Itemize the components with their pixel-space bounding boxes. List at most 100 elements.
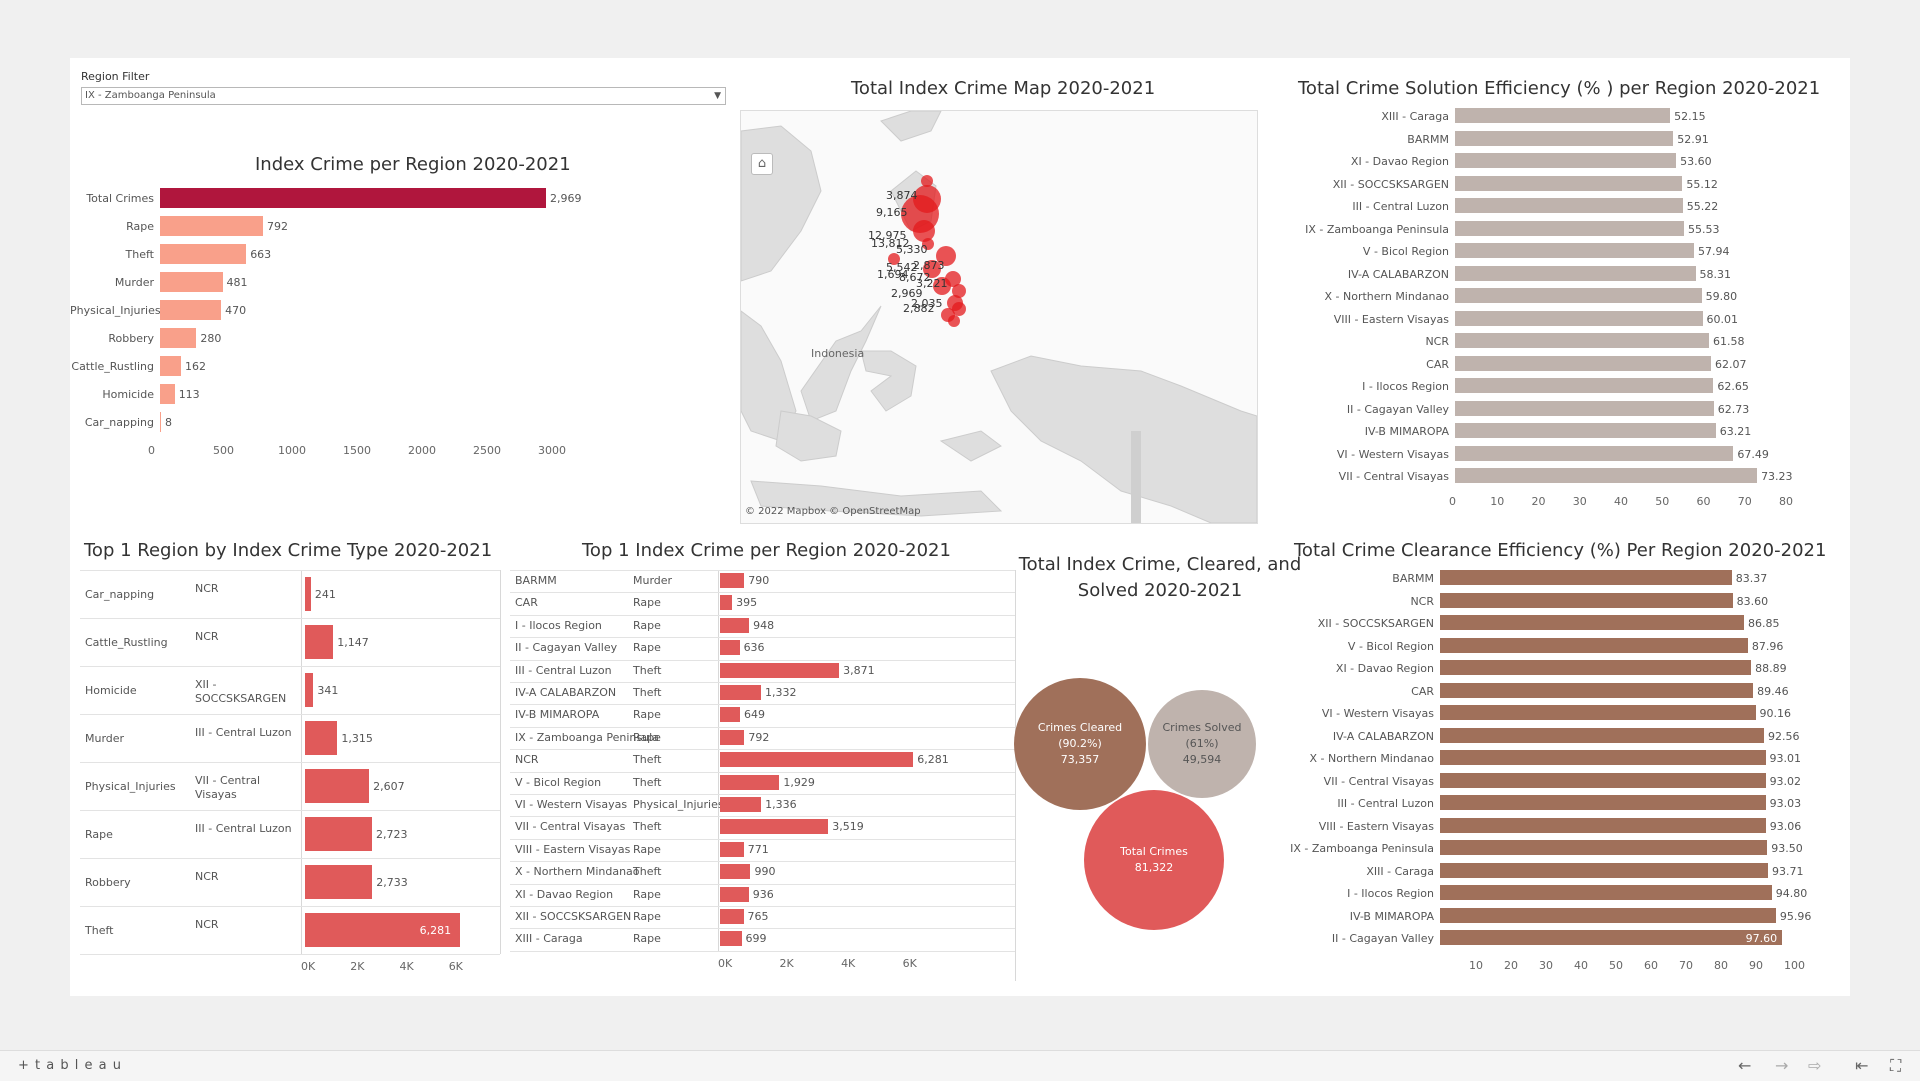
- home-icon[interactable]: ⌂: [751, 153, 773, 175]
- map-points: [888, 175, 966, 327]
- value-label: 3,871: [843, 663, 875, 677]
- index-crime-title: Index Crime per Region 2020-2021: [255, 154, 571, 175]
- row-divider: [510, 726, 1015, 728]
- bar: [305, 769, 370, 803]
- bar: [1455, 400, 1714, 416]
- row-divider: [510, 704, 1015, 706]
- axis-tick-label: 100: [1784, 958, 1805, 972]
- row-divider: [510, 950, 1015, 952]
- bar: [1440, 885, 1772, 900]
- map-point-label: 8,672: [899, 271, 931, 284]
- bar: [1440, 570, 1732, 585]
- bar: [1455, 333, 1710, 348]
- map-country-label: Indonesia: [811, 347, 865, 360]
- value-label: 93.01: [1769, 752, 1802, 765]
- crime-map[interactable]: 3,874 9,165 12,975 13,812 5,330 5,542 2,…: [740, 110, 1258, 524]
- value-label: 93.03: [1769, 797, 1802, 810]
- category-label: Theft: [125, 248, 154, 261]
- bar: [1440, 817, 1766, 833]
- axis-tick-label: 0: [148, 444, 155, 457]
- crime-type-label: Murder: [85, 732, 125, 745]
- region-label: IV-B MIMAROPA: [515, 708, 600, 722]
- top-crime-chart: BARMM Murder 790 CAR Rape 395 I - Ilocos Regio…: [510, 570, 1030, 1040]
- category-label: XII - SOCCSKSARGEN: [1332, 177, 1449, 191]
- crime-label: Rape: [633, 708, 661, 722]
- axis-tick-label: 80: [1714, 958, 1728, 972]
- row-divider: [510, 906, 1015, 907]
- value-label: 89.46: [1757, 684, 1789, 698]
- region-label: NCR: [195, 582, 219, 595]
- row-divider: [510, 794, 1015, 795]
- bar: [1440, 750, 1766, 765]
- region-label: XII - SOCCSKSARGEN: [195, 678, 287, 705]
- axis-tick-label: 70: [1679, 958, 1693, 972]
- category-label: I - Ilocos Region: [1362, 380, 1449, 393]
- value-label: 241: [314, 588, 336, 601]
- axis-tick-label: 1500: [343, 444, 371, 457]
- axis-line: [718, 570, 719, 951]
- map-title: Total Index Crime Map 2020-2021: [851, 78, 1156, 99]
- category-label: IX - Zamboanga Peninsula: [1305, 222, 1449, 236]
- category-label: XII - SOCCSKSARGEN: [1317, 617, 1434, 630]
- axis-tick-label: 80: [1779, 494, 1793, 508]
- redo-icon[interactable]: →: [1775, 1056, 1789, 1075]
- bar: [305, 673, 314, 707]
- clearance-efficiency-chart: BARMM 83.37 NCR 83.60 XII - SOCCSKSARGEN 86.8…: [1260, 570, 1840, 1040]
- region-label: V - Bicol Region: [515, 775, 602, 789]
- value-label: 67.49: [1737, 447, 1769, 461]
- crime-label: Rape: [633, 618, 661, 632]
- pause-icon[interactable]: ⇤: [1855, 1056, 1869, 1075]
- bar: [1455, 265, 1696, 281]
- crime-label: Murder: [633, 574, 673, 587]
- row-divider: [510, 883, 1015, 885]
- axis-tick-label: 3000: [538, 444, 566, 457]
- value-label: 1,929: [783, 775, 815, 789]
- fullscreen-icon[interactable]: ⛶: [1890, 1056, 1902, 1075]
- tableau-logo[interactable]: + t a b l e a u: [18, 1058, 122, 1073]
- crime-label: Theft: [633, 753, 662, 767]
- category-label: IV-A CALABARZON: [1332, 729, 1434, 743]
- region-filter-dropdown[interactable]: IX - Zamboanga Peninsula ▼: [81, 87, 726, 105]
- undo-icon[interactable]: ←: [1738, 1056, 1752, 1075]
- category-label: Murder: [114, 276, 154, 289]
- category-label: X - Northern Mindanao: [1309, 752, 1434, 765]
- value-label: 2,607: [373, 780, 405, 793]
- crime-label: Rape: [633, 910, 661, 923]
- value-label: 58.31: [1699, 267, 1732, 281]
- map-attribution[interactable]: © 2022 Mapbox © OpenStreetMap: [745, 506, 921, 517]
- value-label: 93.71: [1771, 864, 1804, 878]
- bubbles-title: Total Index Crime, Cleared, and Solved 2…: [1018, 554, 1302, 601]
- category-label: II - Cagayan Valley: [1346, 402, 1449, 416]
- chevron-down-icon[interactable]: ▼: [714, 91, 721, 101]
- axis-tick-label: 60: [1644, 958, 1658, 972]
- bar: [1455, 355, 1712, 371]
- row-divider: [80, 570, 500, 571]
- bar: [720, 595, 733, 611]
- bar: [1440, 705, 1756, 720]
- crime-type-label: Rape: [85, 828, 113, 841]
- bubble-total-crimes[interactable]: Total Crimes 81,322: [1084, 790, 1224, 930]
- revert-icon[interactable]: ⇨: [1808, 1056, 1822, 1075]
- region-label: NCR: [195, 870, 219, 883]
- category-label: VIII - Eastern Visayas: [1318, 819, 1434, 833]
- bar: [720, 864, 751, 880]
- top-crime-title: Top 1 Index Crime per Region 2020-2021: [582, 540, 951, 561]
- bubble-crimes-cleared[interactable]: Crimes Cleared (90.2%) 73,357: [1014, 678, 1146, 810]
- row-divider: [510, 838, 1015, 840]
- crime-label: Physical_Injuries: [633, 798, 724, 811]
- value-label: 62.07: [1715, 357, 1747, 371]
- row-divider: [510, 614, 1015, 616]
- row-divider: [80, 810, 500, 811]
- value-label: 162: [185, 360, 207, 373]
- category-label: CAR: [1426, 357, 1449, 371]
- row-divider: [510, 637, 1015, 639]
- value-label: 395: [736, 596, 758, 610]
- bottom-toolbar: + t a b l e a u ← → ⇨ ⇤ ⛶: [0, 1050, 1920, 1081]
- category-label: Homicide: [102, 388, 154, 401]
- bubble-crimes-solved[interactable]: Crimes Solved (61%) 49,594: [1148, 690, 1256, 798]
- bar: [160, 188, 546, 208]
- value-label: 88.89: [1755, 662, 1787, 675]
- bubble-pct: (90.2%): [1058, 737, 1102, 750]
- bar: [160, 216, 263, 236]
- axis-tick-label: 6K: [448, 960, 463, 973]
